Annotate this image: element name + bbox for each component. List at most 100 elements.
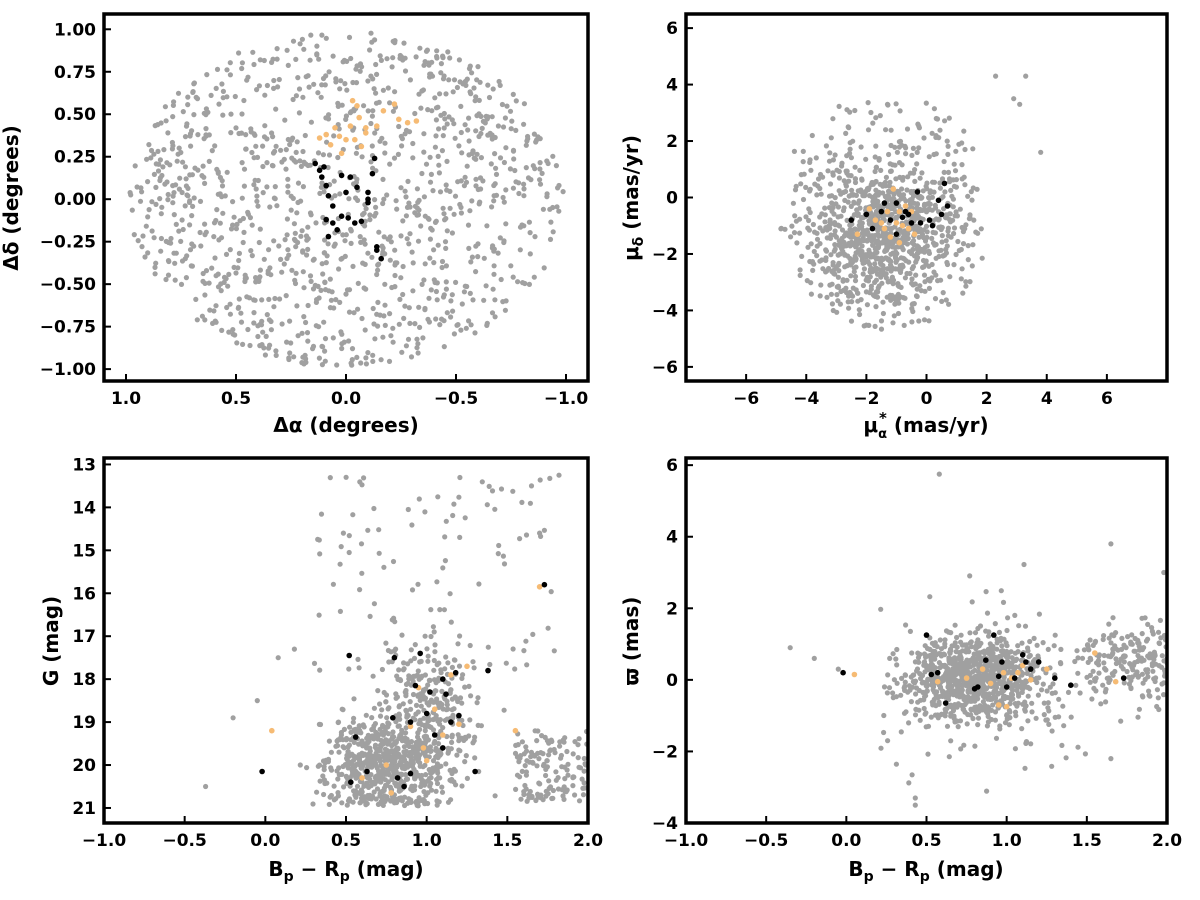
field-star-point xyxy=(417,697,423,704)
field-star-point xyxy=(430,188,436,194)
field-star-point xyxy=(427,255,433,261)
field-star-point xyxy=(850,241,856,247)
field-star-point xyxy=(909,266,915,272)
field-star-point xyxy=(921,272,928,278)
field-star-point xyxy=(254,87,260,93)
field-star-point xyxy=(406,676,412,682)
field-star-point xyxy=(872,246,878,252)
field-star-point xyxy=(835,204,842,210)
field-star-point xyxy=(1022,708,1028,714)
field-star-point xyxy=(273,106,279,112)
field-star-point xyxy=(408,354,415,360)
field-star-point xyxy=(260,163,266,170)
field-star-point xyxy=(371,789,377,795)
field-star-point xyxy=(898,196,904,202)
field-star-point xyxy=(292,277,298,283)
x-tick-label: −6 xyxy=(733,389,759,409)
field-star-point xyxy=(1019,726,1025,732)
field-star-point xyxy=(943,297,949,303)
field-star-point xyxy=(500,194,506,201)
field-star-point xyxy=(940,194,946,200)
field-star-point xyxy=(537,530,543,536)
field-star-point xyxy=(452,657,458,663)
field-star-point xyxy=(351,107,357,113)
field-star-point xyxy=(415,238,422,244)
field-star-point xyxy=(203,112,209,118)
field-star-point xyxy=(257,226,263,232)
field-star-point xyxy=(945,228,951,234)
y-tick-label: 17 xyxy=(72,627,96,647)
field-star-point xyxy=(427,699,433,706)
field-star-point xyxy=(324,139,330,145)
field-star-point xyxy=(393,739,399,746)
field-star-point xyxy=(918,216,925,222)
field-star-point xyxy=(170,143,176,149)
field-star-point xyxy=(1026,654,1032,660)
field-star-point xyxy=(835,666,841,672)
field-star-point xyxy=(165,191,171,198)
field-star-point xyxy=(861,266,868,272)
field-star-point xyxy=(550,787,557,794)
field-star-point xyxy=(878,606,884,612)
field-star-point xyxy=(570,775,576,781)
field-star-point xyxy=(276,243,282,249)
field-star-point xyxy=(540,751,546,757)
field-star-point xyxy=(326,801,332,808)
field-star-point xyxy=(386,772,392,778)
field-star-point xyxy=(949,193,955,199)
field-star-point xyxy=(283,166,289,172)
field-star-point xyxy=(437,189,444,195)
field-star-point xyxy=(221,274,228,280)
field-star-point xyxy=(814,236,821,242)
field-star-point xyxy=(903,219,910,225)
field-star-point xyxy=(314,789,320,795)
field-star-point xyxy=(1046,721,1052,728)
field-star-point xyxy=(1017,101,1023,107)
field-star-point xyxy=(470,148,476,154)
field-star-point xyxy=(287,141,293,148)
field-star-point xyxy=(391,800,398,806)
field-star-point xyxy=(1121,680,1127,686)
field-star-point xyxy=(451,331,457,337)
field-star-point xyxy=(230,327,236,333)
field-star-point xyxy=(556,208,562,214)
field-star-point xyxy=(836,103,842,109)
member-point-black xyxy=(345,215,352,221)
field-star-point xyxy=(917,193,924,200)
field-star-point xyxy=(466,138,472,144)
field-star-point xyxy=(255,203,261,209)
field-star-point xyxy=(1096,653,1102,659)
field-star-point xyxy=(346,34,353,41)
y-tick-label: 0.50 xyxy=(54,105,96,125)
field-star-point xyxy=(345,798,352,804)
y-tick-label: 2 xyxy=(666,132,678,152)
member-point-black xyxy=(934,669,941,676)
field-star-point xyxy=(449,230,455,236)
field-star-point xyxy=(948,648,954,654)
member-point-orange xyxy=(1027,677,1034,683)
field-star-point xyxy=(245,209,251,215)
field-star-point xyxy=(219,183,226,189)
field-star-point xyxy=(143,223,149,229)
field-star-point xyxy=(217,191,223,197)
field-star-point xyxy=(239,65,245,72)
field-star-point xyxy=(323,260,329,266)
field-star-point xyxy=(927,594,933,600)
field-star-point xyxy=(295,199,301,206)
field-star-point xyxy=(193,296,199,302)
field-star-point xyxy=(241,183,247,189)
field-star-point xyxy=(835,262,841,268)
field-star-point xyxy=(396,667,402,673)
field-star-point xyxy=(152,123,158,129)
field-star-point xyxy=(489,488,496,494)
field-star-point xyxy=(883,183,889,189)
field-star-point xyxy=(926,195,932,201)
field-star-point xyxy=(357,68,363,74)
field-star-point xyxy=(272,184,278,190)
field-star-point xyxy=(271,304,277,310)
field-star-point xyxy=(190,89,196,95)
field-star-point xyxy=(929,699,935,705)
field-star-point xyxy=(914,201,921,207)
field-star-point xyxy=(435,242,441,248)
field-star-point xyxy=(475,695,481,701)
